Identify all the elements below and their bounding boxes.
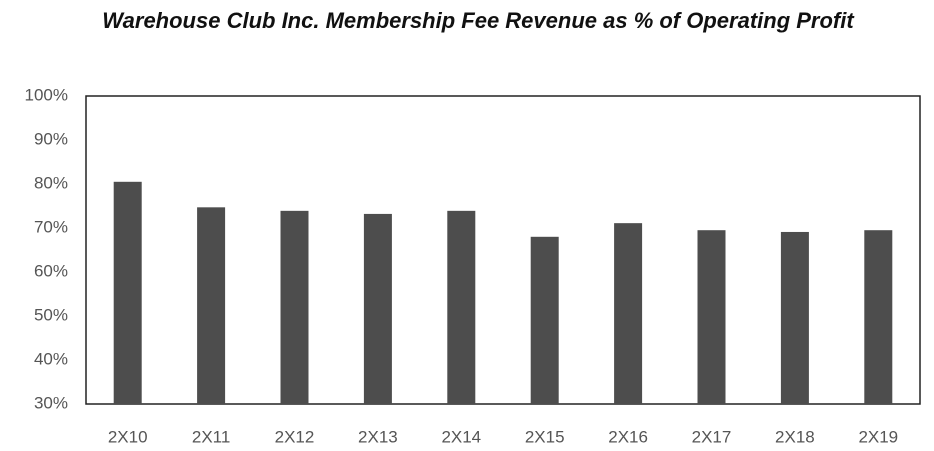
bar <box>447 210 476 404</box>
bar <box>363 213 392 404</box>
bar <box>864 230 893 404</box>
y-tick-label: 100% <box>25 85 68 104</box>
chart-title: Warehouse Club Inc. Membership Fee Reven… <box>102 8 855 33</box>
y-tick-label: 30% <box>34 393 68 412</box>
bar <box>614 223 643 404</box>
bar <box>197 207 226 404</box>
y-tick-label: 40% <box>34 349 68 368</box>
y-tick-label: 50% <box>34 305 68 324</box>
bar <box>280 210 309 404</box>
x-tick-label: 2X11 <box>192 427 230 446</box>
bar <box>530 236 559 404</box>
bar <box>780 231 809 404</box>
x-tick-label: 2X18 <box>775 427 815 446</box>
y-tick-label: 70% <box>34 217 68 236</box>
x-tick-label: 2X17 <box>692 427 732 446</box>
x-tick-label: 2X16 <box>608 427 648 446</box>
y-tick-label: 80% <box>34 173 68 192</box>
bar <box>697 230 726 404</box>
plot-frame <box>85 95 921 405</box>
x-tick-label: 2X15 <box>525 427 565 446</box>
y-tick-label: 90% <box>34 129 68 148</box>
x-tick-label: 2X14 <box>441 427 481 446</box>
y-tick-label: 60% <box>34 261 68 280</box>
bar <box>113 181 142 404</box>
x-tick-label: 2X19 <box>858 427 898 446</box>
x-tick-label: 2X10 <box>108 427 148 446</box>
x-tick-label: 2X13 <box>358 427 398 446</box>
x-tick-label: 2X12 <box>275 427 315 446</box>
